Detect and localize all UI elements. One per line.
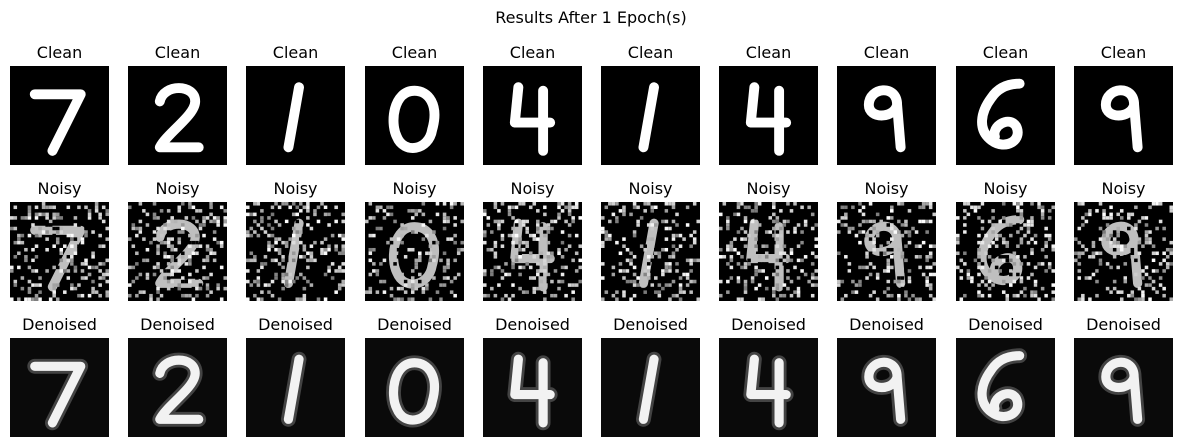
sample-title: Noisy — [155, 179, 200, 198]
sample-title: Noisy — [1101, 179, 1146, 198]
sample-title: Clean — [509, 43, 556, 62]
sample-title: Clean — [272, 43, 319, 62]
digit-image — [483, 66, 582, 165]
sample-title: Denoised — [377, 315, 452, 334]
sample-title: Noisy — [746, 179, 791, 198]
sample-title: Noisy — [628, 179, 673, 198]
digit-image — [601, 202, 700, 301]
sample-title: Noisy — [510, 179, 555, 198]
digit-image — [365, 202, 464, 301]
digit-image — [837, 338, 936, 437]
sample-title: Noisy — [983, 179, 1028, 198]
digit-image — [10, 338, 109, 437]
digit-image — [837, 66, 936, 165]
sample-title: Denoised — [849, 315, 924, 334]
digit-image — [483, 338, 582, 437]
digit-image — [601, 338, 700, 437]
digit-image — [128, 66, 227, 165]
digit-image — [956, 66, 1055, 165]
sample-title: Denoised — [731, 315, 806, 334]
sample-title: Clean — [863, 43, 910, 62]
sample-title: Denoised — [22, 315, 97, 334]
sample-title: Clean — [391, 43, 438, 62]
digit-image — [719, 338, 818, 437]
digit-image — [128, 338, 227, 437]
sample-title: Denoised — [258, 315, 333, 334]
sample-title: Noisy — [37, 179, 82, 198]
digit-image — [956, 338, 1055, 437]
sample-title: Clean — [36, 43, 83, 62]
digit-image — [246, 66, 345, 165]
digit-image — [1074, 338, 1173, 437]
sample-title: Noisy — [864, 179, 909, 198]
digit-image — [246, 202, 345, 301]
digit-image — [10, 202, 109, 301]
sample-title: Clean — [1100, 43, 1147, 62]
digit-image — [719, 66, 818, 165]
digit-image — [365, 66, 464, 165]
digit-image — [1074, 66, 1173, 165]
sample-title: Clean — [154, 43, 201, 62]
sample-title: Denoised — [968, 315, 1043, 334]
sample-title: Denoised — [613, 315, 688, 334]
digit-image — [601, 66, 700, 165]
sample-title: Clean — [745, 43, 792, 62]
sample-title: Noisy — [273, 179, 318, 198]
digit-image — [10, 66, 109, 165]
digit-image — [719, 202, 818, 301]
digit-image — [837, 202, 936, 301]
sample-title: Denoised — [1086, 315, 1161, 334]
digit-image — [956, 202, 1055, 301]
sample-title: Denoised — [495, 315, 570, 334]
figure-title: Results After 1 Epoch(s) — [495, 8, 687, 27]
sample-title: Clean — [982, 43, 1029, 62]
sample-title: Denoised — [140, 315, 215, 334]
sample-title: Noisy — [392, 179, 437, 198]
sample-title: Clean — [627, 43, 674, 62]
digit-image — [128, 202, 227, 301]
digit-image — [246, 338, 345, 437]
digit-image — [365, 338, 464, 437]
digit-image — [1074, 202, 1173, 301]
digit-image — [483, 202, 582, 301]
